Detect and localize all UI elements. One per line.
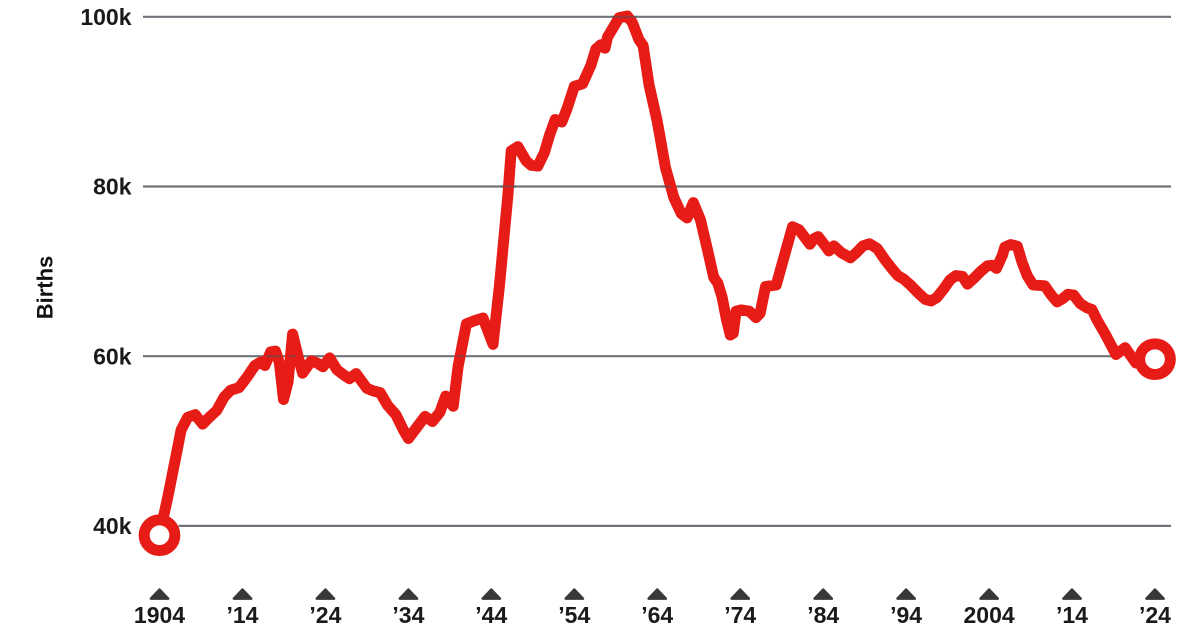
svg-text:’64: ’64: [641, 602, 673, 628]
svg-text:’94: ’94: [890, 602, 922, 628]
svg-text:60k: 60k: [93, 343, 132, 369]
svg-text:40k: 40k: [93, 513, 132, 539]
svg-text:’84: ’84: [807, 602, 839, 628]
svg-text:’14: ’14: [1056, 602, 1088, 628]
svg-text:1904: 1904: [134, 602, 185, 628]
svg-text:’54: ’54: [558, 602, 590, 628]
svg-text:’74: ’74: [724, 602, 756, 628]
svg-text:’24: ’24: [309, 602, 341, 628]
svg-text:’34: ’34: [392, 602, 424, 628]
svg-text:80k: 80k: [93, 174, 132, 200]
svg-text:Births: Births: [33, 256, 58, 320]
svg-text:’24: ’24: [1139, 602, 1171, 628]
svg-text:’44: ’44: [475, 602, 507, 628]
svg-text:’14: ’14: [227, 602, 259, 628]
svg-text:2004: 2004: [964, 602, 1015, 628]
svg-text:100k: 100k: [80, 4, 131, 30]
